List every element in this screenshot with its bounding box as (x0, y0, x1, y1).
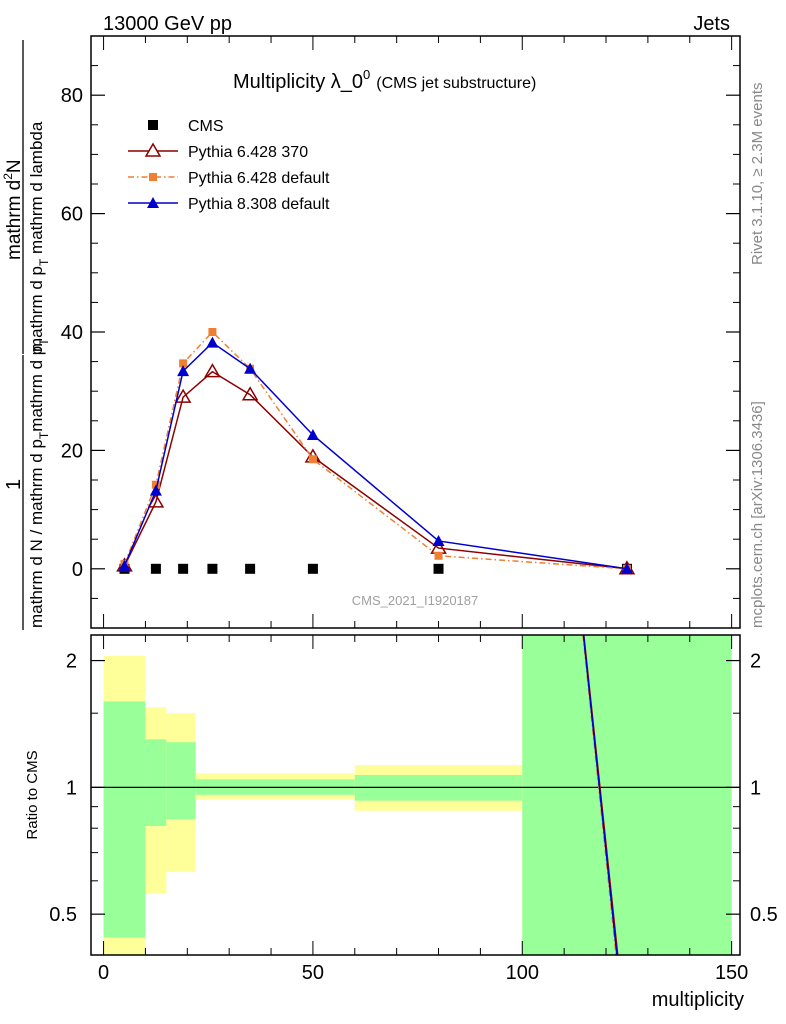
data-point (118, 559, 131, 571)
uncertainty-band-stat (166, 742, 196, 820)
y-tick-label: 60 (61, 204, 83, 226)
series-line (123, 341, 628, 570)
series-line (123, 370, 628, 570)
data-point (206, 336, 219, 348)
data-point (150, 563, 161, 574)
ratio-y-tick-label-right: 1 (750, 777, 761, 799)
legend-marker (144, 142, 162, 157)
x-tick-label: 0 (98, 962, 109, 984)
x-tick-label: 100 (506, 962, 539, 984)
ratio-y-tick-label: 0.5 (49, 904, 77, 926)
data-point (208, 328, 217, 336)
data-point (433, 563, 444, 574)
uncertainty-band-stat (103, 701, 146, 938)
data-point (306, 429, 319, 441)
uncertainty-band-stat (145, 739, 167, 826)
legend-label: Pythia 6.428 370 (188, 144, 308, 161)
chart-title: Multiplicity λ_00(CMS jet substructure) (233, 67, 536, 93)
data-point (241, 386, 259, 401)
data-point (177, 365, 190, 377)
legend-marker (149, 173, 157, 181)
ylabel-left-denominator: mathrm d N / mathrm d pTmathrm d pT (27, 338, 51, 628)
y-tick-label: 0 (72, 559, 83, 581)
data-point (245, 563, 256, 574)
main-ylabel: 1 mathrm d N / mathrm d pTmathrm d pT ma… (1, 40, 51, 630)
y-tick-label: 20 (61, 440, 83, 462)
data-point (207, 563, 218, 574)
x-axis-label: multiplicity (652, 989, 744, 1011)
data-point (174, 388, 192, 403)
ratio-ylabel: Ratio to CMS (24, 750, 41, 839)
ylabel-left-numerator: 1 (3, 479, 25, 490)
legend: CMS Pythia 6.428 370 Pythia 6.428 default P… (128, 118, 330, 213)
legend-label: CMS (188, 118, 224, 135)
data-point (179, 359, 188, 368)
ratio-frame (90, 634, 741, 956)
ylabel-right-denominator: mathrm d pT mathrm d lambda (27, 121, 51, 352)
watermark: CMS_2021_I1920187 (352, 593, 479, 608)
ylabel-right-numerator: mathrm d2N (1, 159, 25, 260)
legend-label: Pythia 6.428 default (188, 170, 330, 187)
header-left: 13000 GeV pp (103, 13, 232, 35)
ratio-y-tick-label: 2 (66, 651, 77, 673)
y-tick-label: 80 (61, 85, 83, 107)
data-point (308, 455, 317, 464)
x-tick-label: 150 (715, 962, 748, 984)
legend-label: Pythia 8.308 default (188, 196, 330, 213)
data-point (620, 562, 633, 574)
legend-marker (147, 197, 159, 208)
data-point (307, 563, 318, 574)
data-point (149, 484, 162, 496)
data-point (432, 534, 445, 546)
main-panel: 0 20 40 60 80 Multiplicity λ_00(CMS jet subs… (61, 35, 741, 629)
uncertainty-band-stat (522, 635, 732, 955)
rivet-version-text: Rivet 3.1.10, ≥ 2.3M events (749, 83, 766, 266)
legend-marker (148, 120, 158, 130)
data-point (434, 551, 443, 560)
ratio-series-line (582, 634, 618, 956)
data-point (204, 363, 221, 378)
data-point (178, 563, 189, 574)
x-tick-label: 50 (302, 962, 324, 984)
y-tick-label: 40 (61, 322, 83, 344)
ratio-y-tick-label-right: 2 (750, 651, 761, 673)
mcplots-text: mcplots.cern.ch [arXiv:1306.3436] (749, 401, 766, 628)
ratio-panel: 0.5 0.5 1 1 2 2 0 50 100 150 (49, 634, 778, 984)
series-line (123, 330, 628, 570)
ratio-y-tick-label: 1 (66, 777, 77, 799)
header-right: Jets (693, 13, 730, 35)
data-point (244, 362, 257, 374)
ratio-y-tick-label-right: 0.5 (750, 904, 778, 926)
